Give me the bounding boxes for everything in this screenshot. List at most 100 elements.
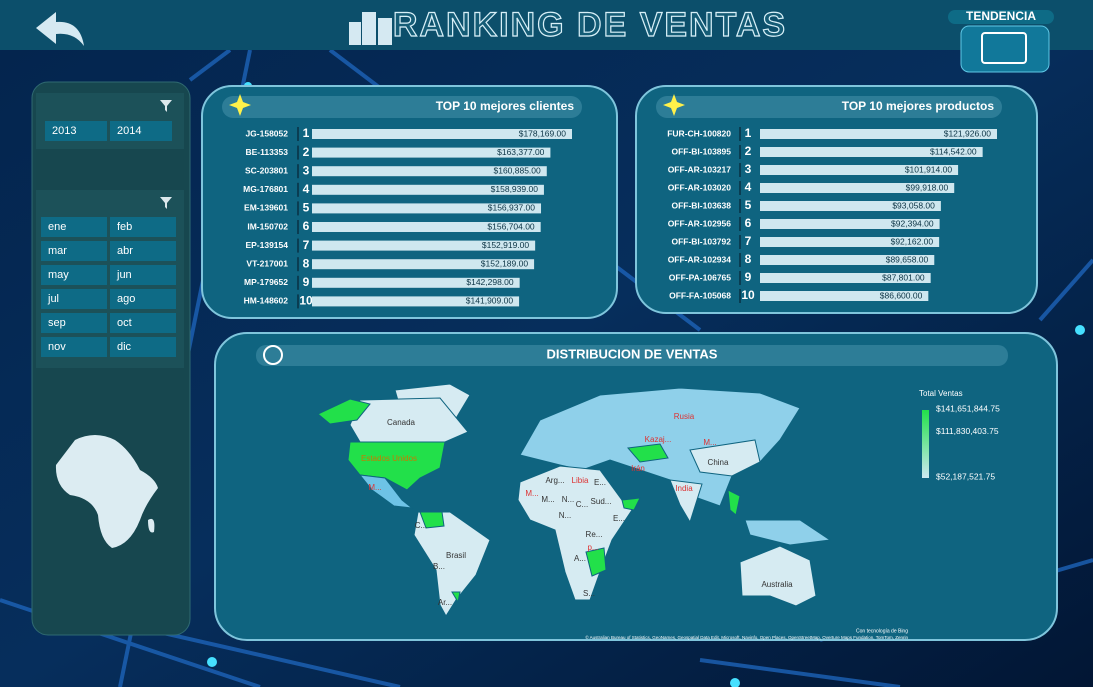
building-icon [349,12,392,45]
month-label[interactable]: dic [117,341,132,353]
value-label: $142,298.00 [466,277,514,287]
rank-label: 10 [299,294,313,308]
month-label[interactable]: mar [48,245,67,257]
usa [347,441,446,491]
month-label[interactable]: jun [116,269,132,281]
category-label: MG-176801 [243,184,288,194]
trend-icon[interactable] [981,32,1027,64]
map-credit: Con tecnología de Bing [856,628,908,634]
month-label[interactable]: nov [48,341,66,353]
category-label: OFF-FA-105068 [669,290,731,300]
africa [517,465,633,601]
month-label[interactable]: jul [47,293,59,305]
value-label: $163,377.00 [497,147,545,157]
rank-label: 5 [745,198,752,212]
chart-title: TOP 10 mejores clientes [436,99,575,113]
map-panel [214,332,1058,641]
rank-separator [739,217,741,231]
bar [312,296,520,307]
filter-icon[interactable] [160,100,172,112]
value-label: $87,801.00 [882,272,925,282]
rank-label: 4 [745,180,752,194]
mexico [358,474,414,509]
country-label: C... [576,500,588,509]
filter-icon[interactable] [160,197,172,209]
value-label: $101,914.00 [905,164,953,174]
value-label: $89,658.00 [886,254,929,264]
bar [312,277,520,288]
country-label: C... [415,521,427,530]
country-label: India [675,484,693,493]
month-label[interactable]: abr [117,245,133,257]
bar [312,147,551,158]
bar [760,237,940,247]
month-label[interactable]: feb [117,221,132,233]
month-button[interactable] [41,265,107,285]
month-button[interactable] [110,217,176,237]
rank-label: 5 [303,201,310,215]
month-button[interactable] [41,289,107,309]
globe-icon [263,345,283,365]
country-label: Re... [586,530,603,539]
bar [760,147,983,157]
year-label[interactable]: 2013 [52,125,76,137]
month-button[interactable] [41,337,107,357]
country-label: Australia [761,580,793,589]
country-label: M... [525,489,538,498]
month-button[interactable] [41,217,107,237]
category-label: OFF-AR-103217 [668,164,732,174]
category-label: OFF-BI-103638 [671,200,731,210]
rank-separator [297,275,299,290]
month-button[interactable] [110,313,176,333]
yemen [621,497,641,511]
country-label: B... [433,562,445,571]
india [669,479,703,524]
back-button[interactable] [36,12,84,46]
month-button[interactable] [110,265,176,285]
rank-label: 7 [303,238,310,252]
category-label: HM-148602 [244,296,289,306]
legend-title: Total Ventas [919,389,963,398]
bar [312,203,542,214]
month-button[interactable] [110,241,176,261]
month-label[interactable]: ago [117,293,135,305]
bar [760,273,931,283]
year-label[interactable]: 2014 [117,125,141,137]
rank-label: 10 [741,288,755,302]
value-label: $93,058.00 [892,200,935,210]
month-label[interactable]: may [48,269,69,281]
sparkle-icon [663,94,685,116]
month-button[interactable] [110,337,176,357]
value-label: $178,169.00 [519,128,567,138]
trend-label-bg [948,10,1054,24]
rank-separator [739,127,741,141]
month-button[interactable] [41,313,107,333]
month-label[interactable]: ene [48,221,66,233]
rank-label: 2 [745,144,752,158]
map-header [256,345,1008,366]
trend-label[interactable]: TENDENCIA [966,9,1036,23]
month-button[interactable] [41,241,107,261]
value-label: $114,542.00 [930,146,977,156]
value-label: $92,162.00 [891,236,934,246]
country-label: M... [703,438,716,447]
year-button[interactable] [45,121,107,141]
category-label: JG-158052 [245,128,288,138]
month-button[interactable] [110,289,176,309]
rank-separator [739,271,741,285]
trend-button[interactable] [960,25,1050,73]
month-label[interactable]: sep [48,317,66,329]
rank-label: 8 [303,256,310,270]
rank-separator [297,257,299,272]
rank-label: 9 [303,275,310,289]
year-button[interactable] [110,121,172,141]
back-arrow[interactable] [36,12,84,46]
month-label[interactable]: oct [117,317,132,329]
rank-separator [297,294,299,309]
rank-separator [297,145,299,160]
country-label: Libia [572,476,589,485]
value-label: $92,394.00 [891,218,934,228]
zambia [585,547,607,577]
chart-header [222,96,582,118]
rank-separator [739,235,741,249]
